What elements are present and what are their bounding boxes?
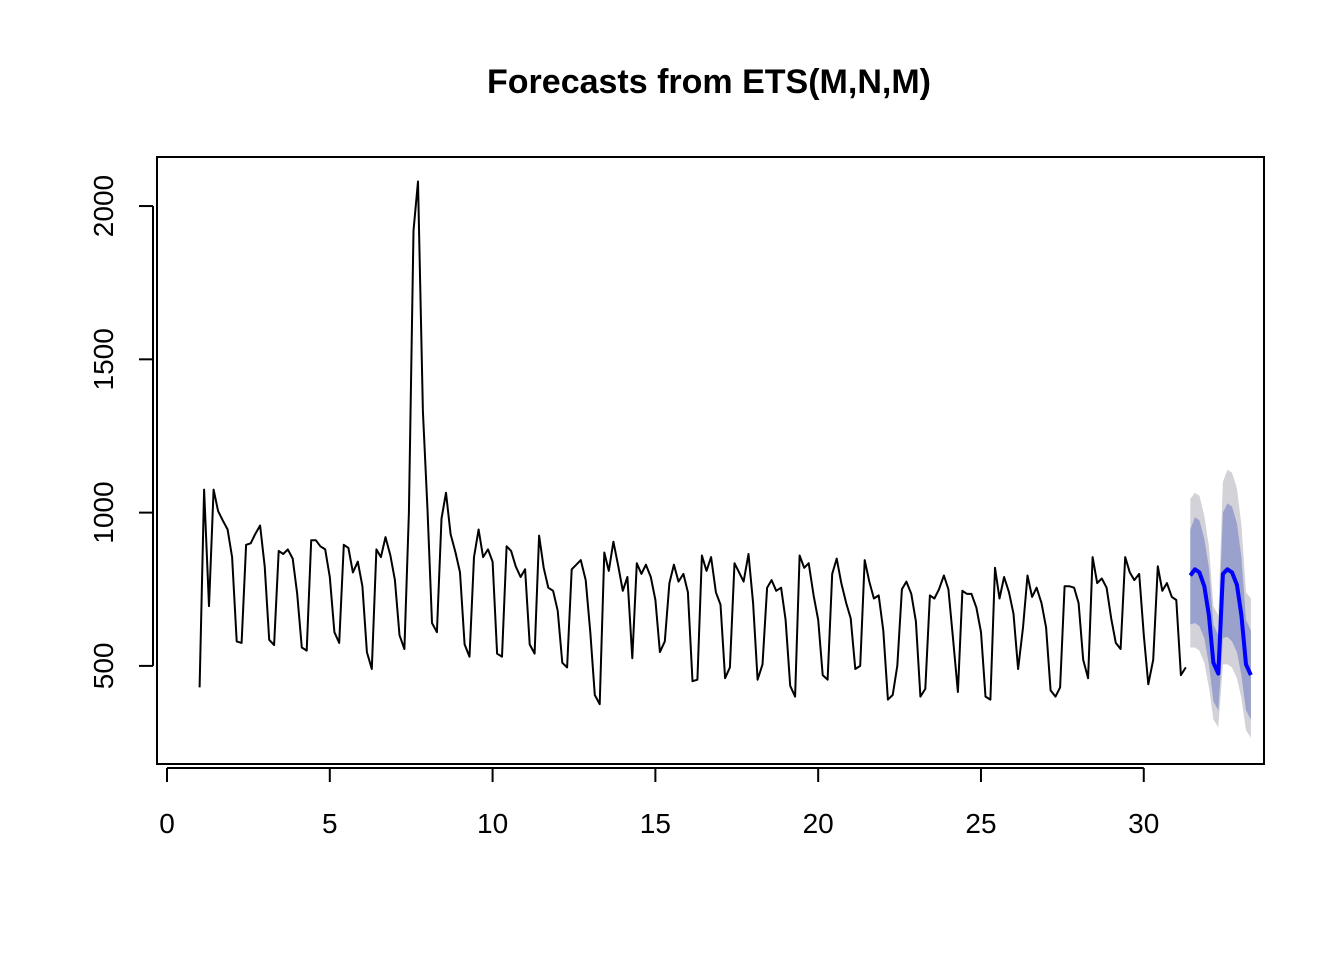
y-tick-label: 2000	[88, 175, 119, 237]
plot-area	[198, 180, 1253, 738]
forecast-series-line	[1188, 567, 1253, 676]
plot-frame	[156, 156, 1265, 765]
chart-title: Forecasts from ETS(M,N,M)	[487, 63, 931, 101]
x-tick-label: 20	[803, 808, 834, 839]
y-axis: 500 1000 1500 2000	[88, 175, 154, 690]
y-tick-label: 500	[88, 643, 119, 690]
x-tick-label: 0	[159, 808, 175, 839]
x-tick-label: 25	[965, 808, 996, 839]
y-tick-label: 1500	[88, 328, 119, 390]
history-series-line	[198, 180, 1187, 706]
x-tick-label: 5	[322, 808, 338, 839]
x-axis: 0 5 10 15 20 25 30	[159, 767, 1159, 839]
x-tick-label: 30	[1128, 808, 1159, 839]
y-tick-label: 1000	[88, 481, 119, 543]
x-tick-label: 10	[477, 808, 508, 839]
x-tick-label: 15	[640, 808, 671, 839]
